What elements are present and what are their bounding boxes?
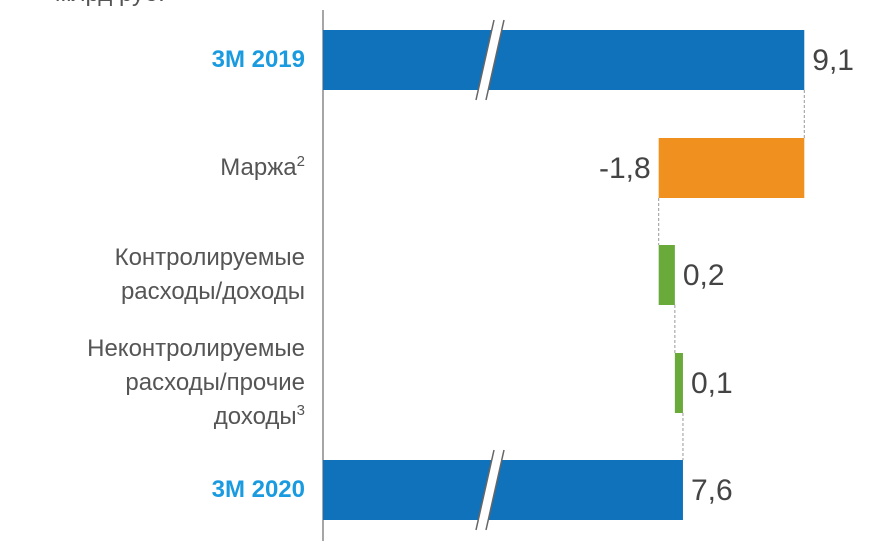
unit-label: млрд руб. [55, 0, 165, 8]
category-label: 3М 2020 [212, 473, 305, 507]
category-label: Контролируемые расходы/доходы [115, 241, 305, 309]
axis-break [485, 449, 505, 531]
axis-break [475, 19, 495, 101]
bar [674, 353, 683, 413]
category-label: Неконтролируемые расходы/прочие доходы3 [87, 332, 305, 434]
value-label: 9,1 [812, 44, 854, 77]
category-text: 3М 2020 [211, 476, 305, 503]
bar [323, 30, 805, 90]
bar [658, 138, 805, 198]
category-text: 3М 2019 [211, 46, 305, 73]
axis-break [475, 449, 495, 531]
category-text: Маржа [220, 154, 297, 181]
axis-break [485, 19, 505, 101]
footnote-mark: 2 [296, 153, 305, 170]
footnote-mark: 3 [296, 402, 305, 419]
axis-break [476, 450, 504, 530]
category-text: Неконтролируемые расходы/прочие доходы [87, 335, 305, 430]
category-label: Маржа2 [220, 151, 305, 185]
category-label: 3М 2019 [212, 43, 305, 77]
value-label: 0,1 [691, 367, 733, 400]
bar [658, 245, 675, 305]
value-label: 7,6 [691, 474, 733, 507]
value-label: 0,2 [683, 259, 725, 292]
axis-break [476, 20, 504, 100]
category-text: Контролируемые расходы/доходы [114, 244, 305, 305]
bar [323, 460, 683, 520]
value-label: -1,8 [599, 152, 651, 185]
